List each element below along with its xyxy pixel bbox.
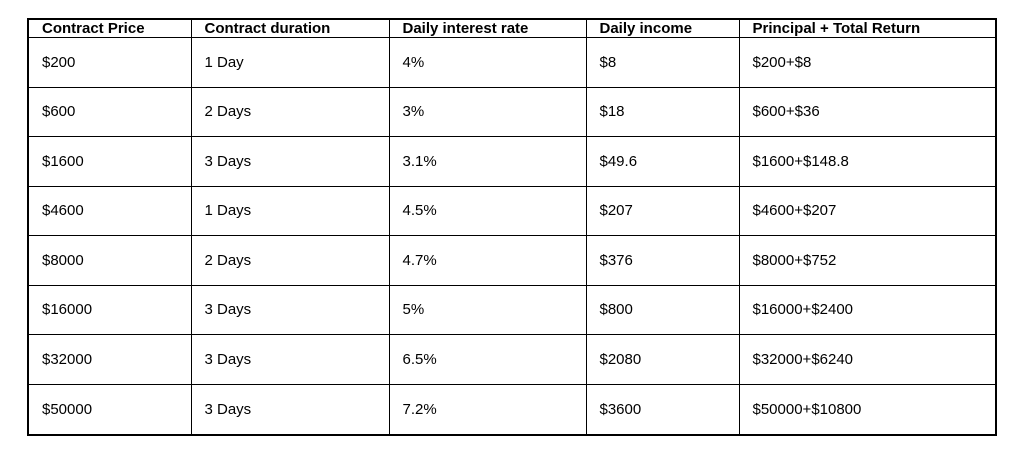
table-cell: 2 Days	[190, 86, 390, 137]
table-cell: $376	[585, 235, 740, 286]
table-body: $200 1 Day 4% $8 $200+$8 $600 2 Days 3% $18 $600+…	[27, 37, 997, 436]
table-cell: $8	[585, 37, 740, 88]
table-row: $16000 3 Days 5% $800 $16000+$2400	[27, 284, 997, 335]
header-row: Contract Price Contract duration Daily int…	[27, 18, 997, 38]
header-cell: Principal + Total Return	[738, 18, 997, 38]
table-cell: $8000	[27, 235, 192, 286]
table-cell: $200+$8	[738, 37, 997, 88]
table-row: $50000 3 Days 7.2% $3600 $50000+$10800	[27, 383, 997, 436]
table-cell: 3 Days	[190, 383, 390, 436]
table-cell: $49.6	[585, 136, 740, 187]
table-cell: $600	[27, 86, 192, 137]
table-cell: $4600	[27, 185, 192, 236]
table-cell: $4600+$207	[738, 185, 997, 236]
table-cell: 3 Days	[190, 284, 390, 335]
table-cell: $8000+$752	[738, 235, 997, 286]
header-cell: Contract Price	[27, 18, 192, 38]
table-cell: 4%	[388, 37, 587, 88]
table-cell: $32000+$6240	[738, 334, 997, 385]
table-row: $1600 3 Days 3.1% $49.6 $1600+$148.8	[27, 136, 997, 187]
table-cell: $50000	[27, 383, 192, 436]
contract-pricing-table: Contract Price Contract duration Daily int…	[27, 18, 997, 436]
table-cell: $1600+$148.8	[738, 136, 997, 187]
header-cell: Daily income	[585, 18, 740, 38]
table-cell: $2080	[585, 334, 740, 385]
table-cell: 6.5%	[388, 334, 587, 385]
table-row: $32000 3 Days 6.5% $2080 $32000+$6240	[27, 334, 997, 385]
table-cell: $200	[27, 37, 192, 88]
table-cell: 3.1%	[388, 136, 587, 187]
table-cell: $32000	[27, 334, 192, 385]
table-cell: 4.5%	[388, 185, 587, 236]
table-cell: 7.2%	[388, 383, 587, 436]
table-cell: 3%	[388, 86, 587, 137]
table-cell: 4.7%	[388, 235, 587, 286]
header-cell: Contract duration	[190, 18, 390, 38]
table-cell: $16000	[27, 284, 192, 335]
table-cell: 3 Days	[190, 334, 390, 385]
table-cell: $50000+$10800	[738, 383, 997, 436]
table-row: $4600 1 Days 4.5% $207 $4600+$207	[27, 185, 997, 236]
header-cell: Daily interest rate	[388, 18, 587, 38]
table-cell: $16000+$2400	[738, 284, 997, 335]
table-cell: $18	[585, 86, 740, 137]
table-cell: 5%	[388, 284, 587, 335]
table-cell: $1600	[27, 136, 192, 187]
table-row: $200 1 Day 4% $8 $200+$8	[27, 37, 997, 88]
table-cell: $600+$36	[738, 86, 997, 137]
table-cell: $3600	[585, 383, 740, 436]
table-row: $8000 2 Days 4.7% $376 $8000+$752	[27, 235, 997, 286]
table-cell: 1 Day	[190, 37, 390, 88]
table-cell: 1 Days	[190, 185, 390, 236]
table-cell: $800	[585, 284, 740, 335]
table-cell: 2 Days	[190, 235, 390, 286]
table-row: $600 2 Days 3% $18 $600+$36	[27, 86, 997, 137]
table-cell: $207	[585, 185, 740, 236]
table-cell: 3 Days	[190, 136, 390, 187]
